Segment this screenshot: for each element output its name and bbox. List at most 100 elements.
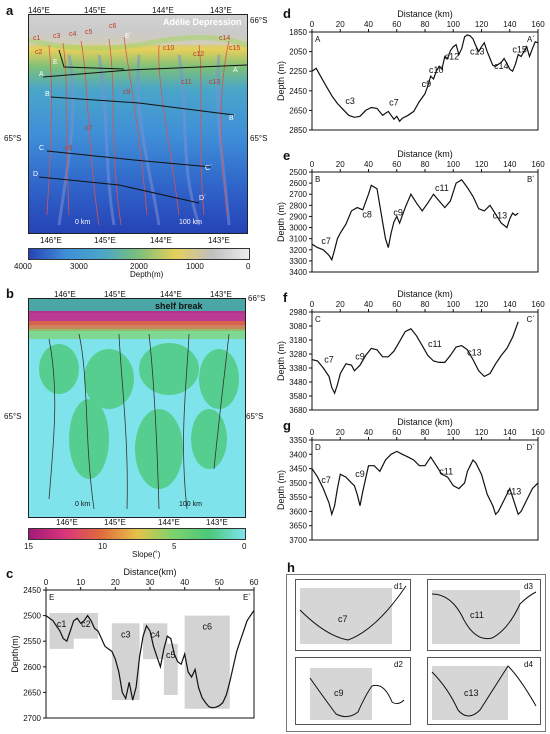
x-tick-label: 120 <box>475 300 489 309</box>
profile-line <box>311 34 539 123</box>
canyon-label: c14 <box>219 35 231 42</box>
canyon-label: c15 <box>512 45 527 55</box>
canyon-label: c11 <box>439 466 453 476</box>
profile-start-label: C <box>315 315 321 324</box>
canyon-label: c13 <box>507 486 522 496</box>
canyon-shade <box>300 588 392 644</box>
profile-label: D <box>33 171 39 178</box>
profile-start-label: D <box>315 443 321 452</box>
x-tick-label: 140 <box>503 160 517 169</box>
profile-end-label: D´ <box>527 443 535 452</box>
x-tick-label: 80 <box>421 20 430 29</box>
panel-e-letter: e <box>283 148 291 163</box>
canyon-label: c4 <box>69 31 77 38</box>
y-tick-label: 2650 <box>289 106 307 115</box>
canyon-label: c11 <box>428 339 442 349</box>
canyon-label: c10 <box>163 45 175 52</box>
lon-label: 144°E <box>158 518 180 527</box>
colorbar-tick: 15 <box>24 542 33 551</box>
x-tick-label: 120 <box>475 160 489 169</box>
canyon-label: c7 <box>321 475 331 485</box>
canyon-label: c8 <box>362 210 372 220</box>
x-axis-title: Distance (km) <box>397 9 453 19</box>
panel-d-letter: d <box>283 6 291 21</box>
profile-end-label: C´ <box>527 315 535 324</box>
plot-frame <box>311 311 539 411</box>
canyon-label: c7 <box>324 354 334 364</box>
x-tick-label: 140 <box>503 20 517 29</box>
canyon-label: c5 <box>85 29 93 36</box>
canyon-label: c3 <box>345 96 355 106</box>
x-tick-label: 20 <box>336 300 345 309</box>
lat-label: 66°S <box>248 294 266 303</box>
lon-label: 143°E <box>210 290 232 299</box>
y-tick-label: 3280 <box>289 350 307 359</box>
panel-h-letter: h <box>287 560 295 575</box>
y-tick-label: 3650 <box>289 522 307 531</box>
profile-label: B´ <box>229 115 236 122</box>
x-tick-label: 50 <box>215 578 224 587</box>
profile-label: C´ <box>205 165 213 172</box>
y-tick-label: 3000 <box>289 224 307 233</box>
y-tick-label: 3100 <box>289 235 307 244</box>
shelf-break-label: shelf break <box>155 301 203 311</box>
x-tick-label: 120 <box>475 20 489 29</box>
x-tick-label: 40 <box>364 428 373 437</box>
profile-start-label: B <box>315 175 320 184</box>
y-tick-label: 2800 <box>289 201 307 210</box>
lon-label: 146°E <box>28 6 50 15</box>
y-tick-label: 2050 <box>289 48 307 57</box>
canyon-label: c13 <box>493 211 508 221</box>
canyon-label: c5 <box>166 650 176 660</box>
x-tick-label: 80 <box>421 300 430 309</box>
colorbar-tick: 10 <box>98 542 107 551</box>
plot-frame <box>311 439 539 541</box>
profile-id-label: d2 <box>394 660 403 669</box>
slope-map-svg <box>29 299 245 510</box>
canyon-label: c6 <box>202 622 212 632</box>
y-axis-title: Depth (m) <box>276 341 286 381</box>
lon-label: 143°E <box>206 518 228 527</box>
canyon-label: c15 <box>229 45 241 52</box>
panel-b: 146°E 145°E 144°E 143°E 66°S 65°S 65°S <box>0 286 268 566</box>
x-tick-label: 0 <box>310 428 315 437</box>
profile-line <box>311 321 519 395</box>
bathymetry-map-svg <box>29 15 247 233</box>
profile-line <box>311 179 519 262</box>
x-tick-label: 120 <box>475 428 489 437</box>
x-tick-label: 20 <box>336 160 345 169</box>
x-tick-label: 60 <box>392 428 401 437</box>
y-tick-label: 3500 <box>289 479 307 488</box>
scale-label: 0 km <box>75 219 91 226</box>
scale-label: 100 km <box>179 219 202 226</box>
y-tick-label: 3550 <box>289 493 307 502</box>
slope-map: shelf break 0 km 100 km <box>28 298 246 518</box>
lon-label: 146°E <box>56 518 78 527</box>
panel-f-letter: f <box>283 290 288 305</box>
lon-label: 144°E <box>152 6 174 15</box>
y-tick-label: 2650 <box>23 688 41 697</box>
canyon-label: c7 <box>389 98 399 108</box>
x-tick-label: 140 <box>503 300 517 309</box>
y-tick-label: 2500 <box>23 612 41 621</box>
y-axis-title: Depth (m) <box>276 202 286 242</box>
canyon-label: c1 <box>57 619 67 629</box>
panel-b-letter: b <box>6 286 14 301</box>
x-tick-label: 40 <box>364 20 373 29</box>
y-axis-title: Depth (m) <box>276 61 286 101</box>
canyon-profile-box: d4 c13 <box>427 657 541 725</box>
y-tick-label: 3400 <box>289 450 307 459</box>
x-tick-label: 60 <box>392 300 401 309</box>
canyon-label: c9 <box>355 352 365 362</box>
x-tick-label: 40 <box>364 300 373 309</box>
lat-label: 65°S <box>4 412 22 421</box>
x-tick-label: 80 <box>421 428 430 437</box>
x-tick-label: 160 <box>531 300 545 309</box>
lon-label: 145°E <box>84 6 106 15</box>
profile-line <box>311 450 539 517</box>
y-axis-title: Depth (m) <box>276 470 286 510</box>
canyon-label: c11 <box>435 183 449 193</box>
x-tick-label: 30 <box>146 578 155 587</box>
y-tick-label: 2850 <box>289 126 307 135</box>
y-tick-label: 3200 <box>289 246 307 255</box>
